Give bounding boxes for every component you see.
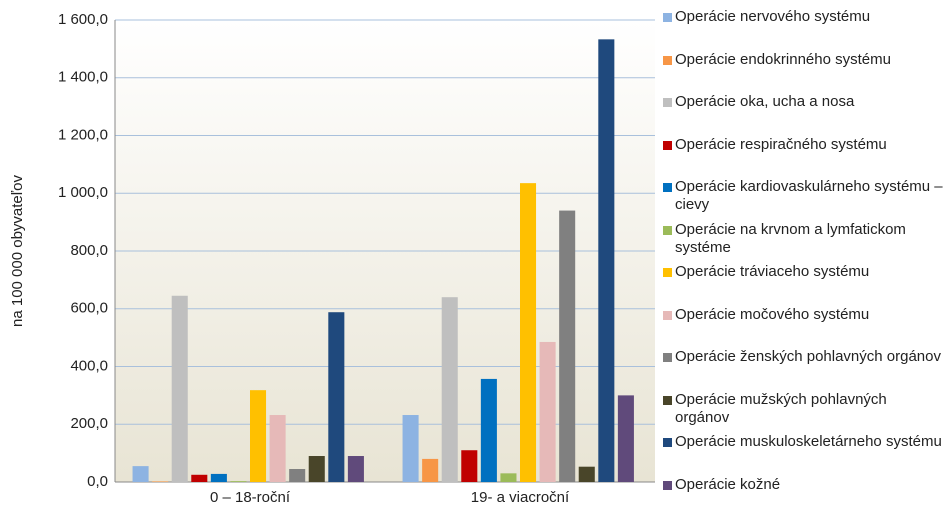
legend-entry: Operácie muskuloskeletárneho systému [663, 433, 945, 451]
legend-entry: Operácie kardiovaskulárneho systému – ci… [663, 178, 945, 214]
x-tick-label: 0 – 18-roční [210, 489, 291, 506]
legend-swatch [663, 225, 672, 235]
legend-label: Operácie močového systému [675, 305, 870, 323]
legend-swatch [663, 438, 672, 447]
legend-label: Operácie na krvnom a lymfatickom systéme [675, 220, 906, 256]
bar [598, 39, 615, 482]
y-tick-label: 1 000,0 [58, 184, 108, 201]
bar [289, 469, 306, 482]
bar [328, 312, 345, 482]
y-tick-label: 1 600,0 [58, 11, 108, 28]
legend-label: Operácie kardiovaskulárneho systému – ci… [675, 178, 943, 213]
bar [347, 456, 364, 482]
bar [520, 183, 537, 483]
legend-label: Operácie kožné [675, 475, 781, 493]
legend-entry: Operácie endokrinného systému [663, 51, 945, 69]
y-tick-label: 0,0 [87, 473, 108, 490]
bar [480, 378, 497, 482]
bar [422, 458, 439, 482]
legend-swatch [663, 183, 672, 192]
bar [539, 341, 556, 482]
bar [210, 473, 227, 482]
bar [171, 295, 188, 482]
legend-swatch [663, 310, 672, 320]
legend-label: Operácie mužských pohlavných orgánov [675, 390, 887, 426]
legend-swatch [663, 395, 672, 405]
legend-swatch [663, 55, 672, 65]
legend-label: Operácie ženských pohlavných orgánov [675, 348, 941, 365]
legend-entry: Operácie mužských pohlavných orgánov [663, 391, 945, 427]
legend-entry: Operácie respiračného systému [663, 136, 945, 154]
y-tick-label: 200,0 [70, 415, 108, 432]
legend-entry: Operácie močového systému [663, 306, 945, 324]
legend-label: Operácie tráviaceho systému [675, 263, 870, 280]
legend-entry: Operácie kožné [663, 476, 945, 494]
y-tick-label: 1 200,0 [58, 126, 108, 143]
bar [461, 450, 478, 482]
bar [308, 456, 325, 482]
legend-swatch [663, 98, 672, 107]
bar [441, 297, 458, 482]
y-tick-label: 400,0 [70, 357, 108, 374]
bar [617, 395, 634, 482]
y-axis-title: na 100 000 obyvateľov [9, 175, 26, 327]
legend-swatch [663, 13, 672, 22]
y-tick-label: 800,0 [70, 242, 108, 259]
bar [559, 210, 576, 482]
legend-label: Operácie nervového systému [675, 8, 871, 25]
legend-entry: Operácie na krvnom a lymfatickom systéme [663, 221, 945, 257]
y-tick-label: 600,0 [70, 300, 108, 317]
bar [132, 466, 149, 482]
y-tick-label: 1 400,0 [58, 69, 108, 86]
legend-swatch [663, 140, 672, 150]
x-tick-label: 19- a viacroční [471, 489, 570, 506]
legend-label: Operácie oka, ucha a nosa [675, 93, 855, 110]
bar [402, 415, 419, 482]
bar [578, 466, 595, 482]
legend-swatch [663, 480, 672, 490]
legend-label: Operácie endokrinného systému [675, 50, 891, 68]
legend-entry: Operácie oka, ucha a nosa [663, 93, 945, 111]
legend-entry: Operácie nervového systému [663, 8, 945, 26]
bar [152, 481, 169, 482]
legend-label: Operácie respiračného systému [675, 135, 887, 153]
bar [500, 473, 517, 482]
legend-entry: Operácie tráviaceho systému [663, 263, 945, 281]
bar [269, 415, 286, 482]
bar [191, 474, 208, 482]
bar [250, 390, 267, 482]
bar [230, 481, 247, 482]
legend-swatch [663, 268, 672, 277]
legend-entry: Operácie ženských pohlavných orgánov [663, 348, 945, 366]
legend-label: Operácie muskuloskeletárneho systému [675, 433, 942, 450]
legend-swatch [663, 353, 672, 362]
